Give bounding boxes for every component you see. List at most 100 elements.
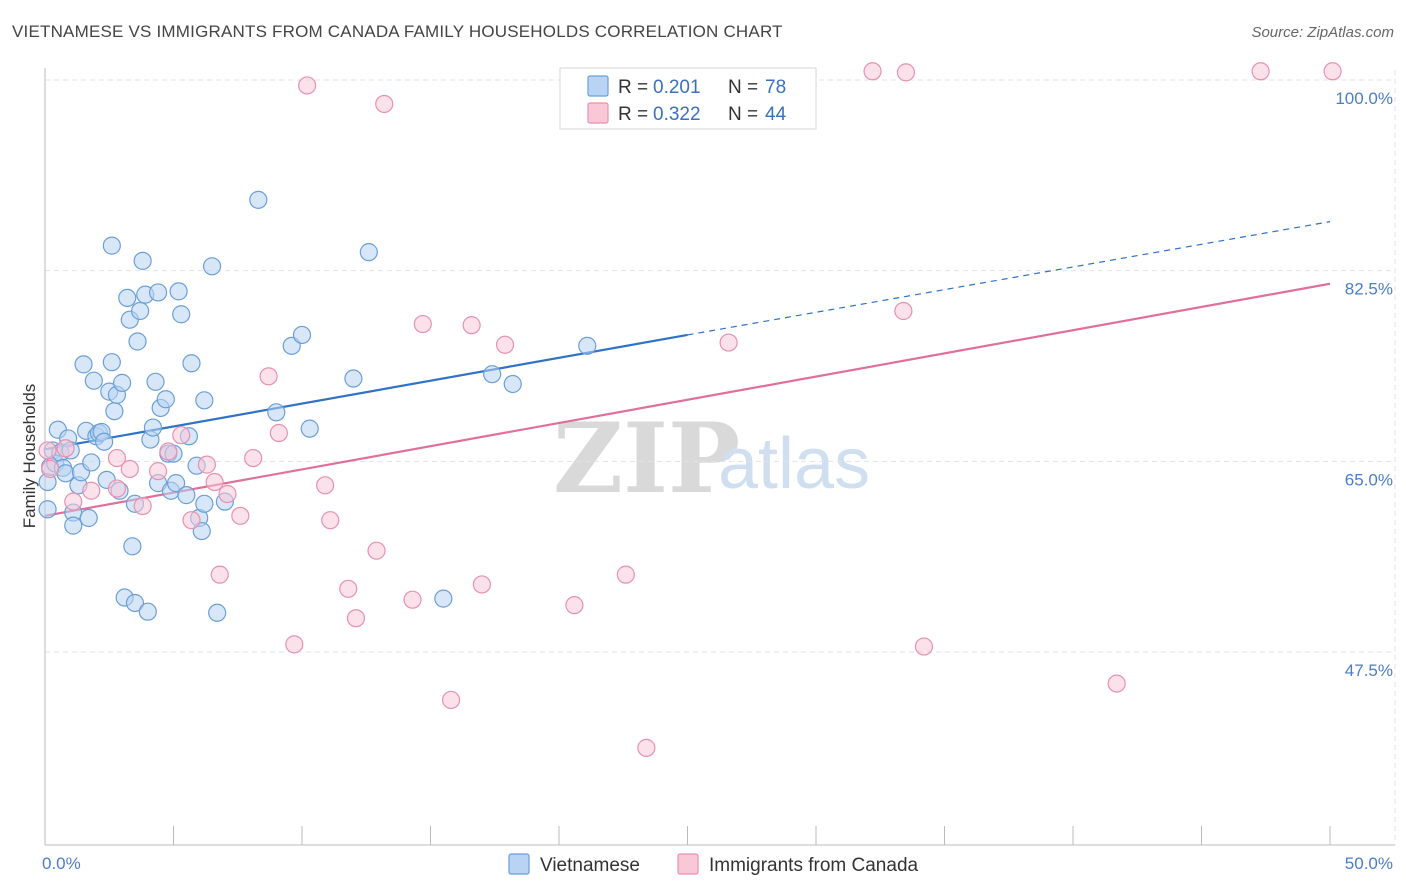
canada-point-24	[321, 511, 340, 530]
vietnamese-point-12	[64, 516, 83, 535]
vietnamese-point-49	[156, 390, 175, 409]
vietnamese-point-46	[148, 283, 168, 302]
vietnamese-point-72	[344, 369, 363, 388]
canada-point-39	[863, 62, 882, 81]
vietnamese-point-75	[483, 365, 502, 384]
vietnamese-point-0	[38, 500, 57, 519]
canada-point-7	[120, 459, 139, 479]
vietnamese-point-56	[177, 486, 196, 505]
tick-labels: 47.5% 65.0% 82.5% 100.0% 0.0% 50.0%	[42, 89, 1393, 873]
canada-point-5	[107, 479, 127, 498]
legend-r-label-1: R =	[618, 77, 648, 98]
canada-point-8	[133, 496, 152, 516]
canada-point-45	[1323, 62, 1342, 81]
canada-point-3	[64, 492, 83, 511]
canada-point-6	[107, 448, 127, 468]
legend-n-label-1: N =	[728, 77, 758, 98]
vietnamese-point-36	[125, 593, 145, 613]
vietnamese-point-58	[182, 354, 201, 373]
canada-point-32	[462, 316, 481, 335]
source-label: Source: ZipAtlas.com	[1251, 24, 1394, 41]
vietnamese-point-26	[102, 353, 121, 372]
canada-point-0	[38, 441, 57, 460]
legend-swatch-vietnamese	[587, 75, 609, 97]
canada-point-10	[159, 442, 178, 461]
chart-title: VIETNAMESE VS IMMIGRANTS FROM CANADA FAM…	[12, 22, 783, 41]
vietnamese-point-71	[300, 419, 319, 438]
vietnamese-point-63	[195, 391, 214, 410]
y-tick-label-1: 65.0%	[1345, 470, 1393, 489]
canada-point-33	[472, 575, 491, 594]
canada-point-16	[218, 484, 237, 504]
x-tick-label-0: 0.0%	[42, 854, 81, 873]
legend-swatch-canada	[587, 102, 609, 124]
canada-point-20	[269, 423, 288, 443]
vietnamese-point-35	[123, 537, 142, 556]
watermark-atlas: atlas	[718, 424, 870, 504]
vietnamese-point-39	[130, 301, 150, 321]
series-legend-swatch-vietnamese	[508, 853, 530, 875]
vietnamese-point-33	[118, 288, 137, 308]
vietnamese-point-18	[82, 453, 101, 472]
vietnamese-point-68	[267, 403, 286, 422]
vietnamese-point-70	[292, 325, 312, 345]
vietnamese-point-53	[166, 474, 186, 493]
canada-point-19	[259, 367, 278, 386]
canada-point-17	[231, 506, 250, 525]
canada-point-37	[637, 738, 656, 757]
vietnamese-point-8	[56, 464, 75, 483]
canada-point-42	[914, 637, 934, 656]
canada-point-12	[182, 511, 201, 530]
vietnamese-point-77	[578, 336, 597, 355]
canada-point-40	[894, 301, 913, 321]
vietnamese-trend-extension	[687, 221, 1331, 336]
canada-point-44	[1251, 62, 1270, 81]
vietnamese-point-76	[503, 374, 522, 394]
y-tick-label-3: 100.0%	[1335, 89, 1393, 108]
canada-point-14	[205, 472, 224, 492]
canada-point-2	[56, 439, 75, 458]
legend-n-value-1: 78	[765, 77, 786, 98]
canada-point-43	[1107, 674, 1126, 693]
series-legend-swatch-canada	[677, 853, 699, 875]
vietnamese-point-44	[143, 418, 163, 437]
legend-r-value-2: 0.322	[653, 104, 701, 125]
vietnamese-point-55	[172, 305, 191, 324]
canada-point-27	[367, 541, 386, 560]
series-legend: Vietnamese Immigrants from Canada	[508, 853, 919, 876]
canada-point-13	[197, 455, 217, 474]
canada-point-26	[346, 609, 366, 628]
series-legend-vietnamese: Vietnamese	[540, 855, 640, 876]
canada-point-22	[298, 76, 317, 95]
canada-point-21	[285, 635, 304, 654]
vietnamese-point-23	[95, 432, 114, 451]
canada-point-18	[244, 448, 263, 468]
legend-r-value-1: 0.201	[653, 77, 701, 98]
canada-point-34	[495, 335, 515, 354]
canada-point-1	[41, 459, 60, 479]
canada-point-25	[339, 579, 358, 598]
vietnamese-point-54	[169, 282, 188, 301]
vietnamese-point-17	[79, 508, 98, 528]
vietnamese-point-31	[112, 373, 132, 392]
vietnamese-point-15	[74, 355, 93, 374]
canada-point-4	[82, 481, 101, 500]
legend-r-label-2: R =	[618, 104, 648, 125]
data-points	[38, 62, 1342, 757]
vietnamese-point-40	[133, 251, 152, 270]
legend-box: R = 0.201 N = 78 R = 0.322 N = 44	[559, 67, 817, 130]
y-tick-label-2: 82.5%	[1345, 280, 1393, 299]
canada-point-30	[413, 314, 432, 334]
canada-point-38	[719, 333, 738, 352]
legend-n-label-2: N =	[728, 104, 758, 125]
canada-trend-line	[44, 282, 1331, 517]
series-legend-canada: Immigrants from Canada	[709, 855, 919, 876]
canada-point-36	[616, 565, 635, 584]
legend-n-value-2: 44	[765, 104, 787, 125]
vietnamese-point-19	[84, 371, 103, 390]
vietnamese-point-73	[359, 243, 378, 262]
canada-point-29	[403, 590, 422, 609]
vietnamese-point-38	[128, 332, 147, 351]
watermark-zip: ZIP	[553, 402, 740, 515]
